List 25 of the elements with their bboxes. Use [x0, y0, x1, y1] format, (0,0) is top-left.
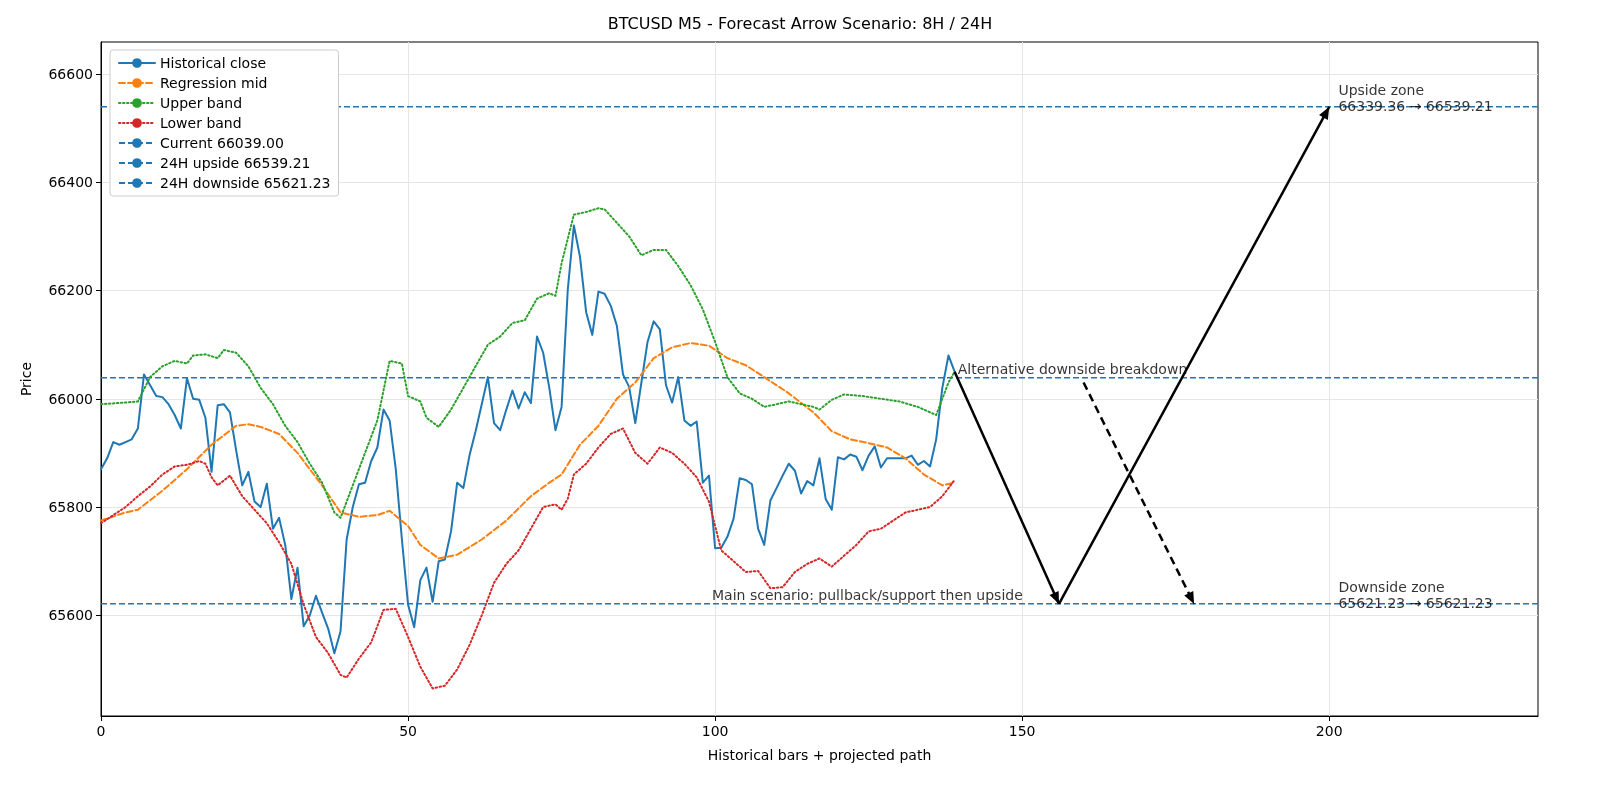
chart-title: BTCUSD M5 - Forecast Arrow Scenario: 8H / 24H	[607, 13, 993, 33]
y-axis-title: Price	[18, 361, 34, 397]
y-tick-label: 65800	[48, 499, 93, 516]
x-tick-label: 150	[1008, 723, 1036, 739]
legend-label: Current 66039.00	[160, 135, 284, 151]
x-tick-label: 50	[399, 723, 417, 739]
legend-label: Lower band	[160, 115, 242, 131]
x-tick-label: 200	[1315, 723, 1343, 739]
y-tick-label: 66200	[48, 282, 93, 299]
line-series	[100, 207, 956, 519]
y-tick-label: 65600	[48, 607, 93, 624]
legend-label: 24H upside 66539.21	[160, 155, 311, 171]
legend-label: Regression mid	[160, 75, 268, 91]
x-axis-title: Historical bars + projected path	[707, 747, 932, 763]
x-tick-label: 0	[96, 723, 106, 739]
y-tick-label: 66400	[48, 174, 93, 191]
y-tick-label: 66000	[48, 390, 93, 407]
legend-label: 24H downside 65621.23	[160, 175, 331, 191]
annotation: Main scenario: pullback/support then upside	[712, 586, 1023, 603]
y-tick-label: 66600	[48, 65, 93, 82]
x-tick-label: 100	[701, 723, 729, 739]
annotation: Alternative downside breakdown	[957, 360, 1188, 377]
line-series	[100, 342, 956, 560]
legend-label: Upper band	[160, 95, 243, 111]
legend-label: Historical close	[160, 55, 267, 71]
